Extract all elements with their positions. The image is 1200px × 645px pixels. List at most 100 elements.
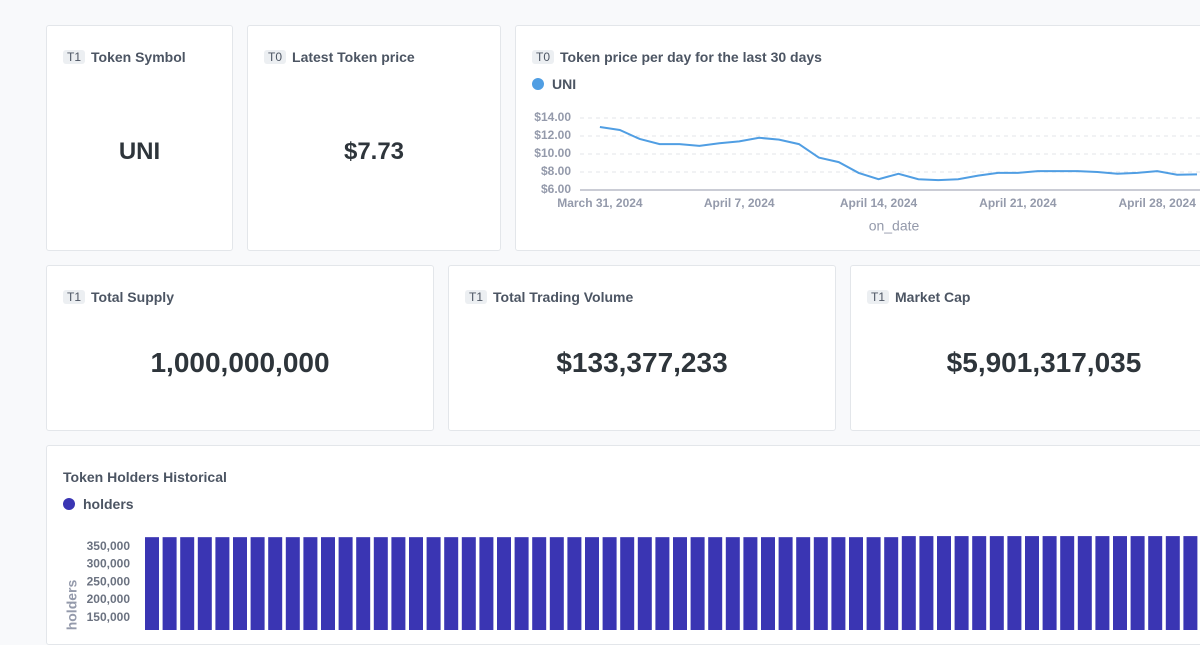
- y-tick-label: $8.00: [541, 164, 571, 178]
- legend-dot: [63, 498, 75, 510]
- bar: [1113, 536, 1127, 630]
- line: [599, 126, 1198, 182]
- bar: [937, 536, 951, 630]
- bar: [268, 537, 283, 630]
- bar: [497, 537, 511, 630]
- badge: T1: [867, 290, 890, 304]
- bar: [954, 536, 969, 630]
- card-title: Token Symbol: [91, 49, 186, 65]
- bar: [989, 536, 1004, 630]
- bar: [549, 537, 564, 630]
- legend-label: holders: [83, 496, 134, 512]
- card-header: T1 Total Trading Volume: [465, 289, 633, 305]
- y-tick-label: $12.00: [534, 128, 571, 142]
- badge: T0: [532, 50, 555, 64]
- x-tick-label: April 7, 2024: [704, 196, 775, 210]
- bar: [409, 537, 423, 630]
- y-tick-label: $10.00: [534, 146, 571, 160]
- chart-title: Token Holders Historical: [63, 469, 227, 485]
- card-header: Token Holders Historical: [63, 469, 227, 485]
- card-value: UNI: [118, 138, 161, 165]
- bar: [919, 536, 934, 630]
- bar: [673, 537, 687, 630]
- bar: [479, 537, 494, 630]
- y-tick-label: 200,000: [87, 592, 131, 606]
- bar: [708, 537, 723, 630]
- bar: [303, 537, 318, 630]
- y-axis-label: holders: [64, 580, 80, 630]
- bar: [145, 537, 159, 630]
- bar: [901, 536, 916, 630]
- bar: [637, 537, 652, 630]
- card: T1 Token Symbol UNI: [46, 25, 233, 251]
- legend-item[interactable]: holders: [63, 496, 134, 512]
- card: T1 Total Supply 1,000,000,000: [46, 265, 434, 431]
- bar: [1007, 536, 1022, 630]
- y-tick-label: 250,000: [87, 574, 131, 588]
- card-header: T0 Token price per day for the last 30 da…: [532, 49, 822, 65]
- y-tick-label: $6.00: [541, 182, 571, 196]
- bar: [743, 537, 758, 630]
- chart-title: Token price per day for the last 30 days: [560, 49, 822, 65]
- bar: [778, 537, 793, 630]
- card-title: Market Cap: [895, 289, 971, 305]
- x-tick-label: April 28, 2024: [1118, 196, 1196, 210]
- y-tick-label: 350,000: [87, 539, 131, 553]
- bar: [655, 537, 670, 630]
- bar: [567, 537, 582, 630]
- y-tick-label: 300,000: [87, 557, 131, 571]
- x-axis-label: on_date: [869, 218, 920, 234]
- bar: [831, 537, 846, 630]
- bar: [356, 537, 371, 630]
- bar: [602, 537, 617, 630]
- bar: [1130, 536, 1145, 630]
- legend-label: UNI: [552, 76, 577, 92]
- card-value: $7.73: [343, 138, 405, 165]
- bar: [250, 537, 265, 630]
- bar: [162, 537, 177, 630]
- bar: [1042, 536, 1057, 630]
- dashboard: T1 Token Symbol UNI T0 Latest Token price …: [46, 25, 1200, 645]
- bar: [215, 537, 230, 630]
- card-title: Latest Token price: [292, 49, 415, 65]
- bar: [1077, 536, 1092, 630]
- bar: [866, 537, 881, 630]
- bar: [761, 537, 775, 630]
- bar: [180, 537, 195, 630]
- card-value: 1,000,000,000: [150, 347, 330, 378]
- bar: [725, 537, 740, 630]
- badge: T1: [63, 50, 86, 64]
- bar: [285, 537, 300, 630]
- bar: [813, 537, 828, 630]
- bar: [391, 537, 406, 630]
- badge: T1: [465, 290, 488, 304]
- bar: [690, 537, 705, 630]
- bar: [1165, 536, 1180, 630]
- x-tick-label: April 21, 2024: [979, 196, 1057, 210]
- bar: [373, 537, 388, 630]
- bar: [972, 536, 987, 630]
- card-header: T1 Token Symbol: [63, 49, 186, 65]
- card-title: Total Supply: [91, 289, 174, 305]
- card-header: T0 Latest Token price: [264, 49, 415, 65]
- bar: [321, 537, 335, 630]
- badge: T1: [63, 290, 86, 304]
- y-tick-label: 150,000: [87, 610, 131, 624]
- bar: [532, 537, 547, 630]
- bar: [461, 537, 476, 630]
- bar: [514, 537, 529, 630]
- card-value: $133,377,233: [556, 347, 728, 378]
- card-header: T1 Total Supply: [63, 289, 174, 305]
- x-tick-label: March 31, 2024: [557, 196, 643, 210]
- badge: T0: [264, 50, 287, 64]
- card-value: $5,901,317,035: [946, 347, 1142, 378]
- card: T1 Market Cap $5,901,317,035: [850, 265, 1200, 431]
- legend-dot: [532, 78, 544, 90]
- bar: [1095, 536, 1110, 630]
- bar: [796, 537, 811, 630]
- bar: [1148, 536, 1163, 630]
- bar: [444, 537, 459, 630]
- legend-item[interactable]: UNI: [532, 76, 576, 92]
- bar: [1060, 536, 1075, 630]
- bar: [849, 537, 863, 630]
